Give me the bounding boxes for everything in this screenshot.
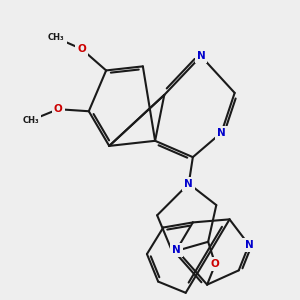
- Text: O: O: [77, 44, 86, 54]
- Text: N: N: [196, 51, 206, 61]
- Text: N: N: [217, 128, 226, 138]
- Text: CH₃: CH₃: [22, 116, 39, 125]
- Text: O: O: [54, 104, 63, 114]
- Text: CH₃: CH₃: [48, 33, 64, 42]
- Text: N: N: [172, 245, 181, 255]
- Text: N: N: [244, 240, 253, 250]
- Text: O: O: [211, 259, 220, 269]
- Text: N: N: [184, 179, 193, 189]
